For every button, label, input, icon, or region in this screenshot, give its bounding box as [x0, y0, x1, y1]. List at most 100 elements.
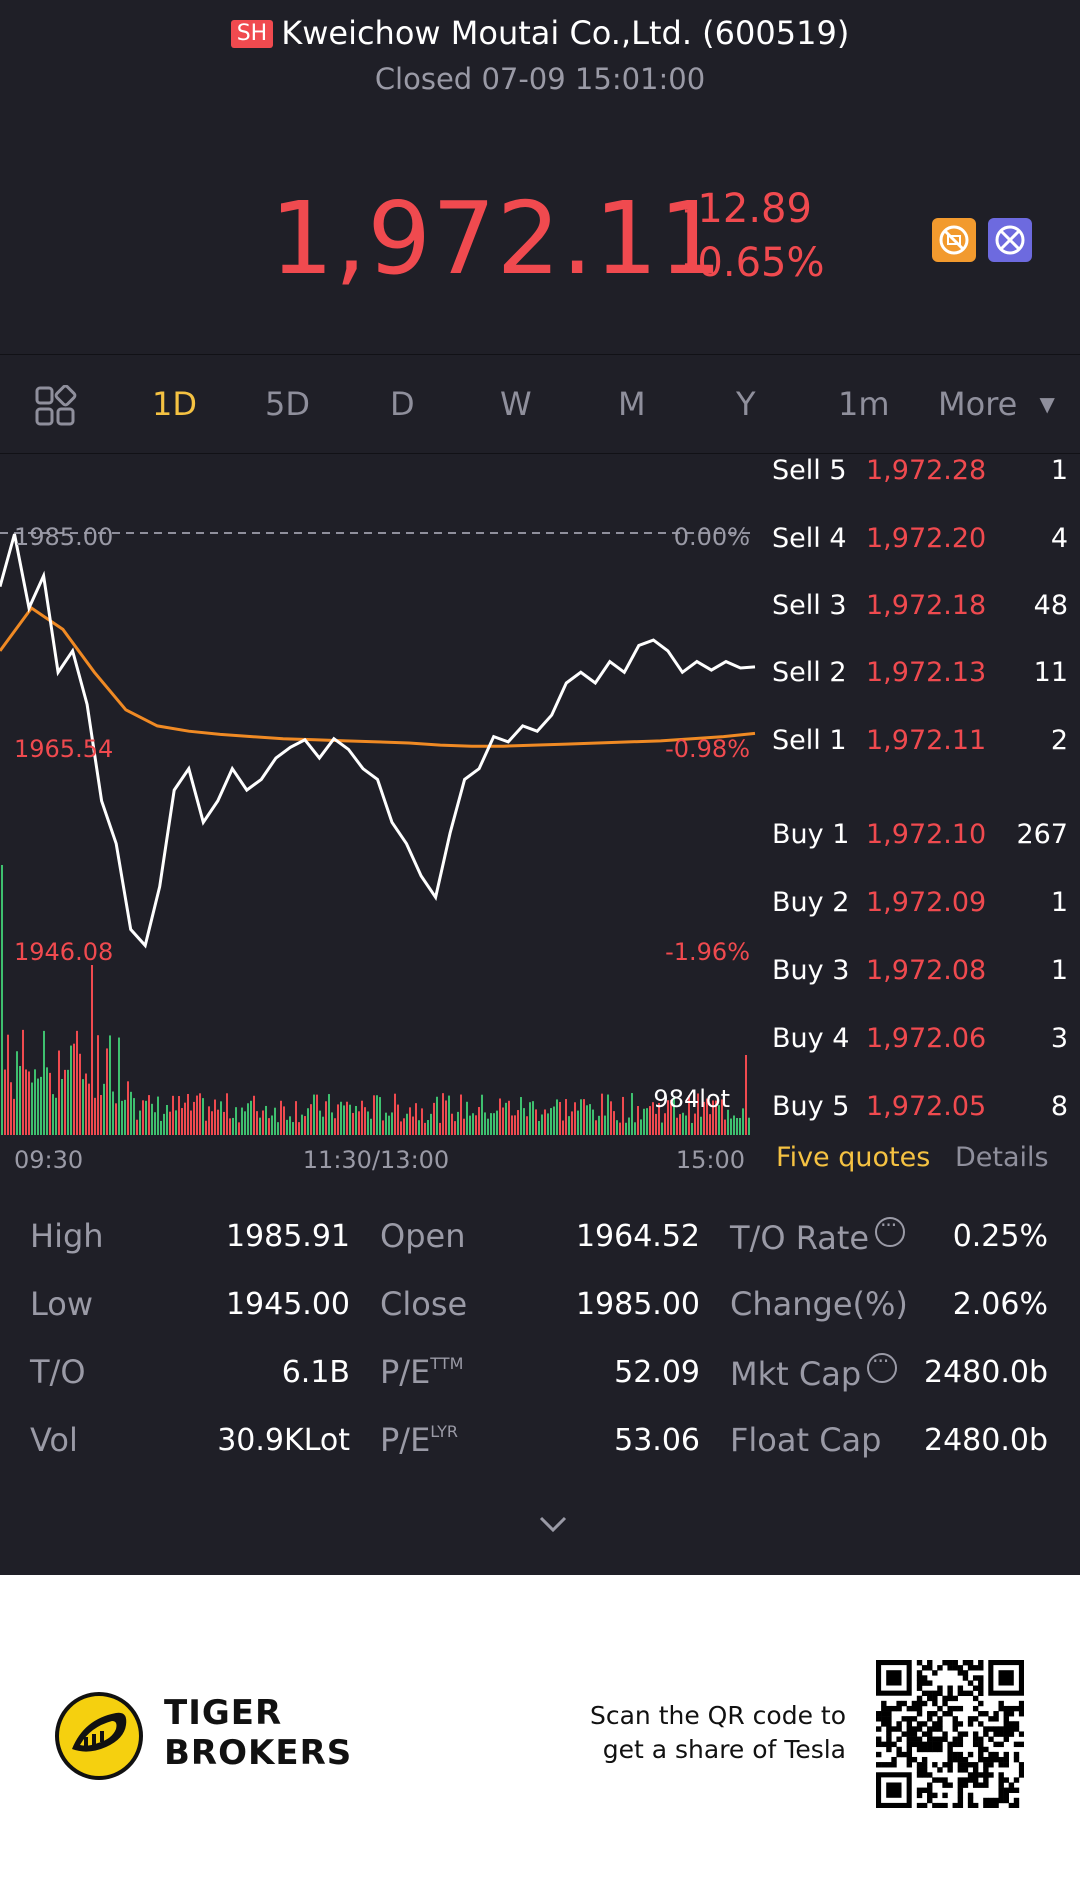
- sell-row-1: Sell 1 1,972.11 2: [760, 725, 1080, 765]
- qr-code-icon[interactable]: [876, 1660, 1025, 1809]
- low-price-label: 1946.08: [14, 938, 113, 966]
- volume-bar: [400, 1121, 402, 1135]
- tab-yearly[interactable]: Y: [736, 385, 756, 423]
- volume-bar: [55, 1097, 57, 1135]
- buy-row-4: Buy 4 1,972.06 3: [760, 1023, 1080, 1063]
- no-margin-icon[interactable]: [932, 218, 976, 262]
- volume-bar: [742, 1108, 744, 1135]
- volume-bar: [565, 1099, 567, 1135]
- volume-bar: [622, 1096, 624, 1135]
- tab-1d[interactable]: 1D: [152, 385, 197, 423]
- tab-details[interactable]: Details: [955, 1142, 1049, 1173]
- volume-bar: [322, 1116, 324, 1135]
- volume-bar: [538, 1120, 540, 1135]
- volume-bar: [280, 1100, 282, 1135]
- volume-bar: [292, 1122, 294, 1135]
- volume-bar: [223, 1111, 225, 1135]
- volume-bar: [655, 1113, 657, 1135]
- stat-mkt-cap-label: Mkt Cap: [730, 1349, 898, 1393]
- tab-daily[interactable]: D: [390, 385, 415, 423]
- order-volume: 8: [1050, 1091, 1068, 1122]
- volume-bar: [82, 1079, 84, 1135]
- low-pct-label: -1.96%: [665, 938, 750, 966]
- tiger-brokers-logo-icon: [54, 1691, 144, 1781]
- volume-bar: [37, 1078, 39, 1135]
- volume-bar: [19, 1066, 21, 1135]
- volume-bar: [307, 1108, 309, 1135]
- volume-bar: [703, 1101, 705, 1135]
- market-status: Closed 07-09 15:01:00: [374, 62, 706, 96]
- volume-bar: [409, 1107, 411, 1135]
- volume-bar: [529, 1102, 531, 1135]
- volume-bar: [172, 1095, 174, 1135]
- stat-pe-ttm-label: P/ETTM: [380, 1353, 463, 1391]
- volume-bar: [181, 1108, 183, 1135]
- volume-bar: [343, 1105, 345, 1135]
- stat-close-value: 1985.00: [575, 1287, 700, 1322]
- volume-bar: [568, 1116, 570, 1135]
- volume-bar: [724, 1119, 726, 1135]
- volume-bar: [634, 1122, 636, 1135]
- tab-monthly[interactable]: M: [618, 385, 646, 423]
- volume-bar: [1, 865, 3, 1135]
- volume-bar: [178, 1096, 180, 1135]
- volume-bar: [571, 1111, 573, 1135]
- tab-five-quotes[interactable]: Five quotes: [776, 1142, 931, 1173]
- info-icon[interactable]: [875, 1213, 906, 1247]
- volume-bar: [151, 1103, 153, 1135]
- volume-bar: [265, 1105, 267, 1135]
- volume-bar: [745, 1055, 747, 1135]
- volume-bar: [208, 1106, 210, 1135]
- stat-pe-ttm-value: 52.09: [614, 1355, 700, 1390]
- layout-grid-icon[interactable]: [34, 384, 78, 429]
- volume-bar: [334, 1118, 336, 1135]
- stat-float-cap-value: 2480.0b: [923, 1423, 1048, 1458]
- volume-bar: [427, 1120, 429, 1135]
- volume-bar: [283, 1106, 285, 1135]
- mid-pct-label: -0.98%: [665, 735, 750, 763]
- volume-bar: [553, 1106, 555, 1135]
- volume-bar: [556, 1099, 558, 1135]
- info-icon[interactable]: [867, 1349, 898, 1383]
- volume-bar: [112, 1091, 114, 1135]
- tab-more[interactable]: More ▼: [938, 385, 1055, 423]
- stat-high-label: High: [30, 1217, 104, 1255]
- volume-bar: [418, 1120, 420, 1135]
- volume-bar: [247, 1103, 249, 1135]
- volume-bar: [349, 1104, 351, 1135]
- average-price-line: [0, 605, 756, 748]
- volume-bar: [559, 1101, 561, 1135]
- volume-bar: [412, 1116, 414, 1135]
- volume-bar: [697, 1093, 699, 1135]
- volume-bar: [277, 1122, 279, 1135]
- volume-bar: [391, 1112, 393, 1135]
- volume-bar: [631, 1093, 633, 1135]
- volume-bar: [505, 1102, 507, 1135]
- volume-bar: [61, 1079, 63, 1135]
- volume-bar: [610, 1101, 612, 1135]
- volume-bar: [475, 1115, 477, 1135]
- volume-bar: [523, 1108, 525, 1135]
- stat-low-value: 1945.00: [225, 1287, 350, 1322]
- volume-bar: [361, 1100, 363, 1135]
- volume-bar: [352, 1112, 354, 1135]
- mkt-cap-text: Mkt Cap: [730, 1355, 862, 1393]
- volume-bar: [472, 1113, 474, 1135]
- price-change-percent: -0.65%: [683, 240, 825, 286]
- buy-row-3: Buy 3 1,972.08 1: [760, 955, 1080, 995]
- volume-bar: [295, 1101, 297, 1135]
- tab-weekly[interactable]: W: [500, 385, 532, 423]
- volume-bar: [175, 1110, 177, 1135]
- intraday-chart[interactable]: 1985.00 0.00% 1965.54 -0.98% 1946.08 -1.…: [0, 455, 760, 1190]
- volume-bar: [199, 1093, 201, 1135]
- stat-change-value: 2.06%: [952, 1287, 1048, 1322]
- no-short-icon[interactable]: [988, 218, 1032, 262]
- volume-bar: [670, 1099, 672, 1135]
- volume-bar: [58, 1050, 60, 1135]
- expand-chevron-icon[interactable]: [535, 1512, 571, 1536]
- buy-row-5: Buy 5 1,972.05 8: [760, 1091, 1080, 1131]
- tab-1min[interactable]: 1m: [838, 385, 890, 423]
- volume-bar: [7, 1034, 9, 1135]
- tab-5d[interactable]: 5D: [265, 385, 310, 423]
- volume-bar: [289, 1116, 291, 1135]
